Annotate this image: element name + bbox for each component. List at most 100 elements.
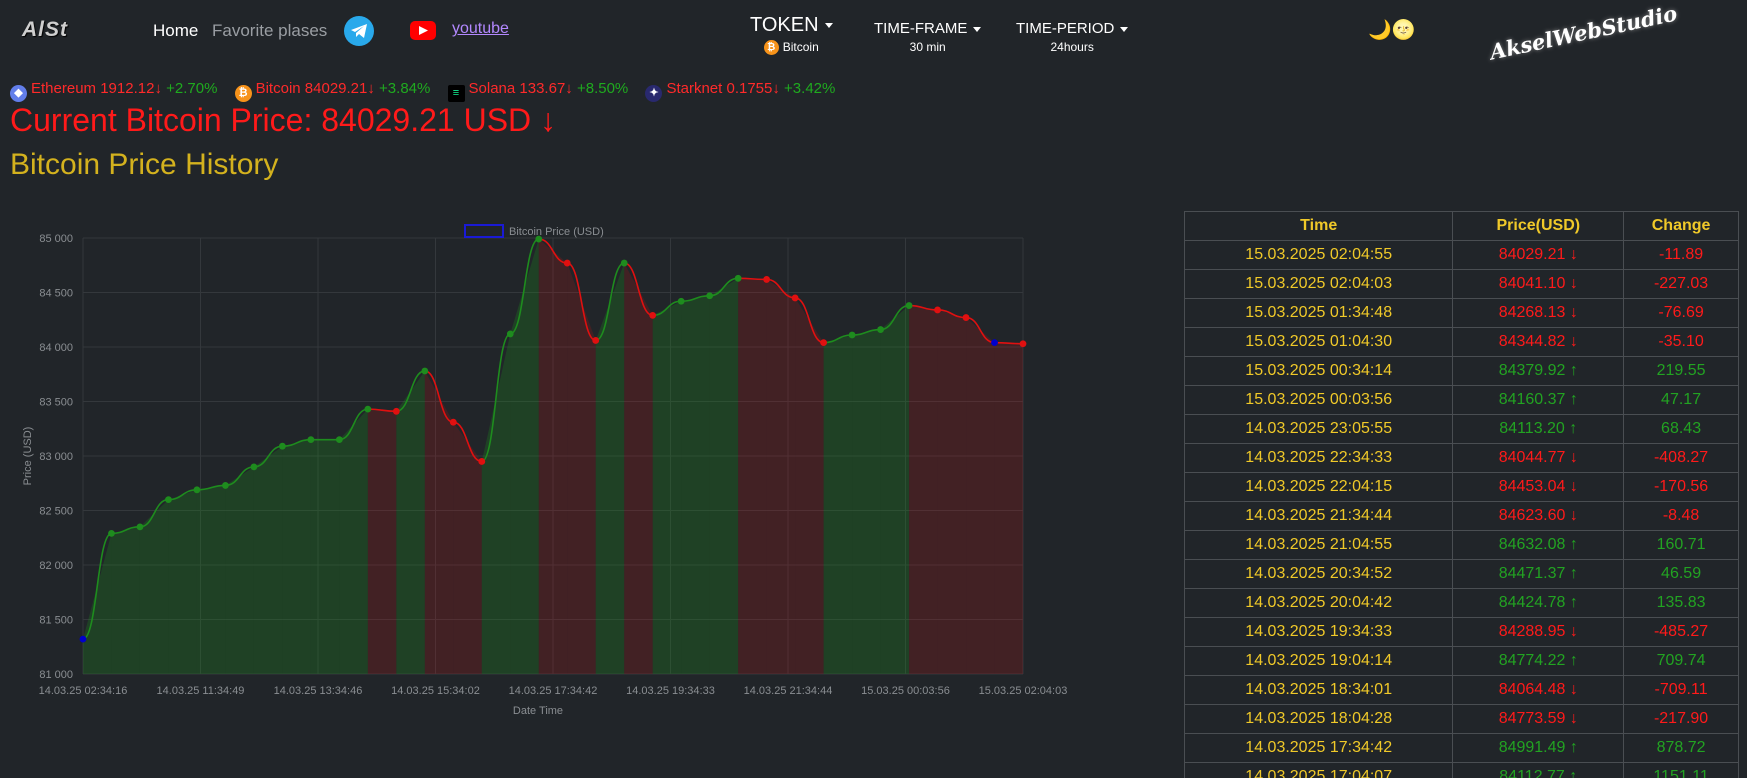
rise-area xyxy=(481,333,511,674)
table-cell-change: 160.71 xyxy=(1623,530,1739,560)
solana-icon: ≡ xyxy=(447,85,465,102)
y-tick-label: 84 000 xyxy=(39,342,73,354)
y-tick-label: 82 500 xyxy=(39,506,73,518)
table-cell-change: -227.03 xyxy=(1623,269,1739,299)
table-row: 14.03.2025 22:04:15 84453.04 ↓ -170.56 xyxy=(1184,472,1739,502)
rise-area xyxy=(196,485,226,674)
table-cell-change: 46.59 xyxy=(1623,559,1739,589)
nav-home-link[interactable]: Home xyxy=(153,21,199,40)
rise-area xyxy=(139,499,169,674)
fall-area xyxy=(909,305,938,674)
table-cell-change: -408.27 xyxy=(1623,443,1739,473)
youtube-icon[interactable] xyxy=(410,21,436,40)
table-cell-change: -709.11 xyxy=(1623,675,1739,705)
data-point xyxy=(962,314,970,321)
table-cell-change: 47.17 xyxy=(1623,385,1739,415)
ticker-item[interactable]: ✦ Starknet 0.1755↓ +3.42% xyxy=(645,80,835,102)
table-row: 14.03.2025 20:34:52 84471.37 ↑ 46.59 xyxy=(1184,559,1739,589)
table-cell-time: 14.03.2025 19:04:14 xyxy=(1184,646,1454,676)
rise-area xyxy=(168,489,197,674)
telegram-icon[interactable] xyxy=(344,16,374,46)
price-line-segment xyxy=(396,370,426,413)
ticker-coin-name: Ethereum xyxy=(31,80,97,97)
table-cell-price: 84632.08 ↑ xyxy=(1452,530,1625,560)
table-row: 14.03.2025 17:34:42 84991.49 ↑ 878.72 xyxy=(1184,733,1739,763)
data-point xyxy=(421,367,429,375)
ticker-item[interactable]: ≡ Solana 133.67↓ +8.50% xyxy=(447,80,628,102)
table-cell-price: 84029.21 ↓ xyxy=(1452,240,1625,270)
table-cell-price: 84471.37 ↑ xyxy=(1452,559,1625,589)
table-row: 15.03.2025 02:04:55 84029.21 ↓ -11.89 xyxy=(1184,240,1739,270)
youtube-link[interactable]: youtube xyxy=(452,20,509,37)
table-row: 15.03.2025 01:34:48 84268.13 ↓ -76.69 xyxy=(1184,298,1739,328)
fall-area xyxy=(367,409,397,674)
fall-area xyxy=(453,422,482,674)
fall-area xyxy=(424,370,454,674)
rise-area xyxy=(681,295,710,674)
timeframe-label: TIME-FRAME xyxy=(874,20,968,37)
table-cell-time: 14.03.2025 20:34:52 xyxy=(1184,559,1454,589)
chevron-down-icon xyxy=(973,26,982,32)
y-tick-label: 82 000 xyxy=(39,560,73,572)
fall-area xyxy=(937,309,967,674)
rise-area xyxy=(282,439,311,674)
col-header-change: Change xyxy=(1623,211,1739,241)
ticker-item[interactable]: ₿ Bitcoin 84029.21↓ +3.84% xyxy=(234,80,431,102)
ticker-arrow: ↓ xyxy=(154,80,162,97)
table-row: 15.03.2025 02:04:03 84041.10 ↓ -227.03 xyxy=(1184,269,1739,299)
table-cell-change: 219.55 xyxy=(1623,356,1739,386)
table-row: 14.03.2025 21:04:55 84632.08 ↑ 160.71 xyxy=(1184,530,1739,560)
y-tick-label: 83 000 xyxy=(39,451,73,463)
ticker-coin-name: Bitcoin xyxy=(255,80,301,97)
col-header-price: Price(USD) xyxy=(1452,211,1625,241)
table-row: 15.03.2025 00:03:56 84160.37 ↑ 47.17 xyxy=(1184,385,1739,415)
price-line-segment xyxy=(509,238,540,335)
fall-area xyxy=(624,263,653,674)
table-cell-price: 84774.22 ↑ xyxy=(1452,646,1625,676)
table-cell-change: 68.43 xyxy=(1623,414,1739,444)
table-cell-price: 84113.20 ↑ xyxy=(1452,414,1625,444)
table-cell-price: 84773.59 ↓ xyxy=(1452,704,1625,734)
x-axis-label: Date Time xyxy=(513,705,563,717)
price-chart[interactable]: 85 000 84 500 84 000 83 500 83 000 82 500 82 0… xyxy=(10,212,1160,778)
ticker-price: 133.67 xyxy=(519,80,566,97)
rise-area xyxy=(310,439,340,674)
table-cell-time: 14.03.2025 17:34:42 xyxy=(1184,733,1454,763)
table-cell-price: 84453.04 ↓ xyxy=(1452,472,1625,502)
ticker-change: +3.84% xyxy=(379,80,431,97)
fall-area xyxy=(966,317,995,674)
price-line-segment xyxy=(481,333,511,463)
site-logo[interactable]: AlSt xyxy=(22,18,68,41)
fall-area xyxy=(738,278,767,674)
ticker-item[interactable]: ◆ Ethereum 1912.12↓ +2.70% xyxy=(10,80,217,102)
ticker-change: +3.42% xyxy=(784,80,836,97)
data-point xyxy=(535,235,543,243)
table-cell-price: 84041.10 ↓ xyxy=(1452,269,1625,299)
data-point xyxy=(506,330,514,338)
timeframe-dropdown[interactable]: TIME-FRAME 30 min xyxy=(874,20,982,54)
price-line-segment xyxy=(794,297,824,344)
token-dropdown[interactable]: TOKEN ₿ Bitcoin xyxy=(750,14,833,56)
data-point xyxy=(1019,340,1027,348)
theme-toggle-icon[interactable]: 🌙🌝 xyxy=(1368,20,1416,41)
col-header-time: Time xyxy=(1184,211,1454,241)
nav-favorites-link[interactable]: Favorite plases xyxy=(212,21,328,40)
table-cell-time: 15.03.2025 00:03:56 xyxy=(1184,385,1454,415)
timeperiod-dropdown[interactable]: TIME-PERIOD 24hours xyxy=(1016,20,1129,54)
legend-swatch xyxy=(464,224,504,238)
table-cell-price: 84379.92 ↑ xyxy=(1452,356,1625,386)
table-cell-change: -217.90 xyxy=(1623,704,1739,734)
ticker-coin-name: Starknet xyxy=(666,80,723,97)
table-cell-time: 14.03.2025 21:04:55 xyxy=(1184,530,1454,560)
data-point xyxy=(791,294,799,302)
table-cell-time: 15.03.2025 01:34:48 xyxy=(1184,298,1454,328)
table-cell-change: -35.10 xyxy=(1623,327,1739,357)
y-tick-label: 85 000 xyxy=(39,233,73,245)
rise-area xyxy=(83,533,112,674)
x-tick-label: 15.03.25 00:03:56 xyxy=(861,685,950,697)
table-row: 14.03.2025 19:34:33 84288.95 ↓ -485.27 xyxy=(1184,617,1739,647)
ticker-arrow: ↓ xyxy=(565,80,573,97)
studio-signature-logo: AkselWebStudio xyxy=(1487,0,1680,65)
token-label: TOKEN xyxy=(750,14,819,36)
price-history-table-wrap[interactable]: Time Price(USD) Change 15.03.2025 02:04:… xyxy=(1184,211,1739,778)
